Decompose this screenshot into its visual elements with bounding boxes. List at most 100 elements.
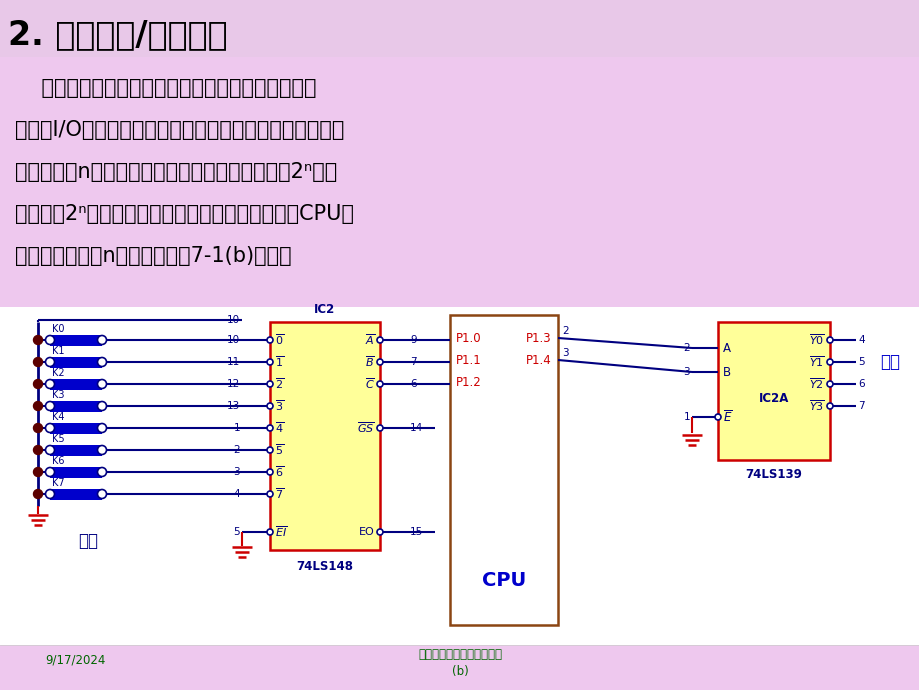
Circle shape: [45, 489, 54, 498]
Circle shape: [377, 337, 382, 343]
Circle shape: [45, 335, 54, 344]
Circle shape: [267, 469, 273, 475]
Bar: [50, 379, 102, 389]
Text: 2: 2: [683, 343, 689, 353]
Circle shape: [826, 403, 832, 409]
FancyBboxPatch shape: [0, 307, 919, 645]
Text: IC2A: IC2A: [758, 393, 789, 406]
Text: $\overline{B}$: $\overline{B}$: [365, 355, 375, 369]
Text: 出）的I/O引脚组合在一起，按二进制编码后输入或输出。: 出）的I/O引脚组合在一起，按二进制编码后输入或输出。: [15, 120, 344, 140]
Text: $\overline{7}$: $\overline{7}$: [275, 486, 284, 502]
Text: 3: 3: [562, 348, 568, 358]
Text: $\overline{0}$: $\overline{0}$: [275, 333, 284, 347]
Circle shape: [377, 359, 382, 365]
Text: 4: 4: [233, 489, 240, 499]
Text: $\overline{4}$: $\overline{4}$: [275, 421, 284, 435]
Text: IC2: IC2: [314, 303, 335, 316]
Bar: [50, 357, 102, 368]
FancyBboxPatch shape: [0, 0, 919, 57]
Circle shape: [826, 337, 832, 343]
Circle shape: [33, 489, 42, 498]
Text: 4: 4: [857, 335, 864, 345]
Text: 11: 11: [226, 357, 240, 367]
Text: A: A: [722, 342, 731, 355]
Text: 10: 10: [227, 335, 240, 345]
Text: 5: 5: [857, 357, 864, 367]
FancyBboxPatch shape: [0, 57, 919, 307]
Text: 2. 编码输入/输出方式: 2. 编码输入/输出方式: [8, 19, 227, 52]
Circle shape: [97, 357, 107, 366]
Circle shape: [267, 337, 273, 343]
Circle shape: [267, 359, 273, 365]
Text: 3: 3: [233, 467, 240, 477]
Circle shape: [33, 446, 42, 455]
Text: $\overline{1}$: $\overline{1}$: [275, 355, 284, 369]
Bar: [50, 400, 102, 411]
Circle shape: [267, 529, 273, 535]
Circle shape: [97, 380, 107, 388]
Text: $\overline{2}$: $\overline{2}$: [275, 377, 284, 391]
Text: 13: 13: [226, 401, 240, 411]
Text: $\overline{Y3}$: $\overline{Y3}$: [808, 399, 824, 413]
Circle shape: [45, 446, 54, 455]
Text: 6: 6: [857, 379, 864, 389]
Text: 2: 2: [562, 326, 568, 336]
FancyBboxPatch shape: [717, 322, 829, 460]
Text: $\overline{E}$: $\overline{E}$: [722, 409, 732, 425]
Text: 14: 14: [410, 423, 423, 433]
Text: K2: K2: [52, 368, 64, 377]
FancyBboxPatch shape: [269, 322, 380, 550]
Text: K3: K3: [52, 389, 64, 400]
Circle shape: [97, 402, 107, 411]
Circle shape: [33, 380, 42, 388]
Text: 74LS139: 74LS139: [744, 468, 801, 481]
Circle shape: [97, 489, 107, 498]
Bar: [50, 489, 102, 500]
Circle shape: [45, 357, 54, 366]
Circle shape: [826, 381, 832, 387]
Text: $\overline{Y2}$: $\overline{Y2}$: [808, 377, 824, 391]
FancyBboxPatch shape: [449, 315, 558, 625]
Circle shape: [33, 468, 42, 477]
Text: K0: K0: [52, 324, 64, 333]
Circle shape: [45, 424, 54, 433]
Text: 1: 1: [683, 412, 689, 422]
Text: 9: 9: [410, 335, 416, 345]
Text: $\overline{C}$: $\overline{C}$: [365, 377, 375, 391]
Text: 例如，对于n条输出引脚，经过译码后，可以控制2ⁿ个设: 例如，对于n条输出引脚，经过译码后，可以控制2ⁿ个设: [15, 162, 337, 182]
Text: $\overline{6}$: $\overline{6}$: [275, 464, 284, 480]
Circle shape: [267, 425, 273, 431]
Text: 5: 5: [233, 527, 240, 537]
Text: 备；对于2ⁿ个不同时有效的输入量，经过编码器与CPU连: 备；对于2ⁿ个不同时有效的输入量，经过编码器与CPU连: [15, 204, 354, 224]
Text: P1.3: P1.3: [526, 331, 551, 344]
Circle shape: [714, 414, 720, 420]
Circle shape: [33, 424, 42, 433]
Circle shape: [267, 381, 273, 387]
Text: 9/17/2024: 9/17/2024: [45, 653, 105, 667]
Text: K5: K5: [52, 433, 64, 444]
Circle shape: [45, 402, 54, 411]
Circle shape: [267, 403, 273, 409]
Text: 数字信号输入输出接口电路: 数字信号输入输出接口电路: [417, 649, 502, 662]
Circle shape: [377, 381, 382, 387]
Text: $\overline{Y1}$: $\overline{Y1}$: [808, 355, 824, 369]
Text: 12: 12: [226, 379, 240, 389]
Text: B: B: [722, 366, 731, 379]
Circle shape: [97, 424, 107, 433]
Circle shape: [826, 359, 832, 365]
Bar: [50, 335, 102, 346]
Text: 3: 3: [683, 367, 689, 377]
Text: 2: 2: [233, 445, 240, 455]
Text: 10: 10: [227, 315, 240, 325]
Circle shape: [33, 402, 42, 411]
Text: 在这种方式中，将若干条用途相同（均为输入或输: 在这种方式中，将若干条用途相同（均为输入或输: [15, 78, 316, 98]
Text: 7: 7: [857, 401, 864, 411]
Text: $\overline{GS}$: $\overline{GS}$: [357, 421, 375, 435]
Text: $\overline{EI}$: $\overline{EI}$: [275, 524, 287, 540]
Text: 输出: 输出: [879, 353, 899, 371]
Text: EO: EO: [358, 527, 375, 537]
Text: 1: 1: [233, 423, 240, 433]
Circle shape: [45, 380, 54, 388]
Text: P1.4: P1.4: [526, 353, 551, 366]
Text: $\overline{3}$: $\overline{3}$: [275, 399, 284, 413]
